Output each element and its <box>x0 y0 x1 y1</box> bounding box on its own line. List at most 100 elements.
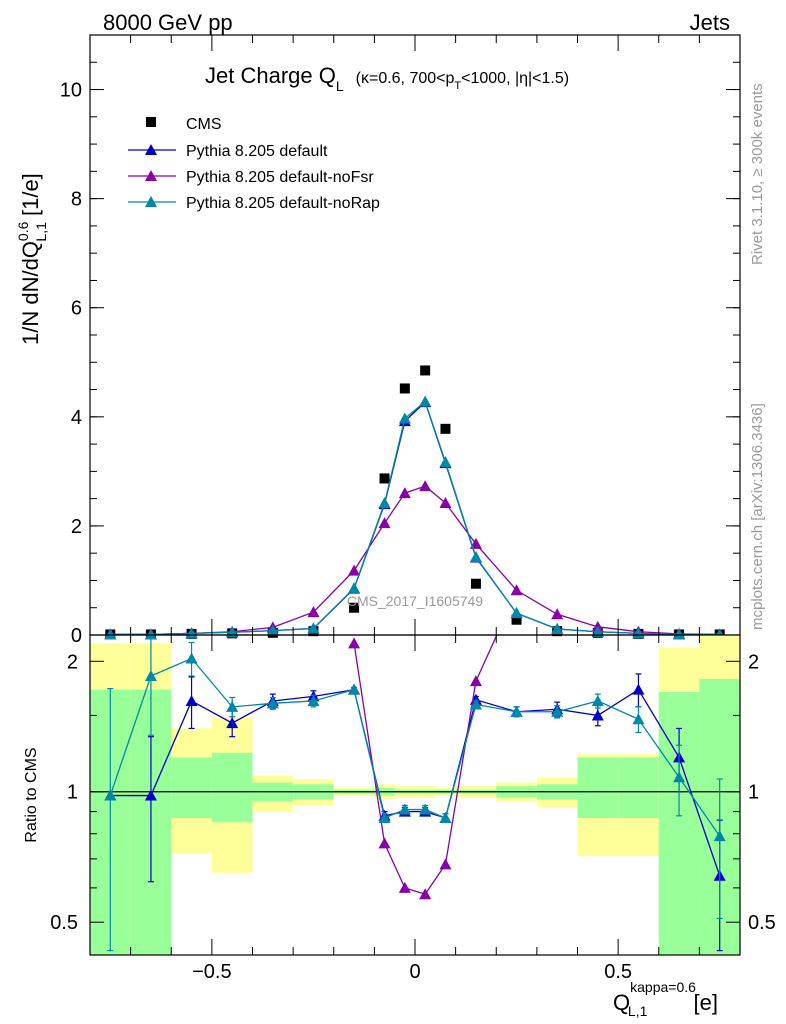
legend-marker-nofsr <box>145 170 157 181</box>
marker-norap <box>673 628 686 640</box>
ratio-y-axis: 0.5 0.5 1 1 2 2 <box>50 651 776 934</box>
jets-label: Jets <box>690 10 730 35</box>
ratio-tick-label: 2 <box>67 651 78 673</box>
ratio-marker-default <box>144 789 157 801</box>
ratio-marker-nofsr <box>348 637 361 649</box>
marker-norap <box>104 628 117 640</box>
y-tick-label: 2 <box>71 516 82 538</box>
ratio-bands <box>90 635 740 955</box>
ratio-tick-label-right: 1 <box>748 782 759 804</box>
legend-label-norap: Pythia 8.205 default-noRap <box>186 195 380 212</box>
ratio-marker-default <box>226 717 239 729</box>
ratio-tick-label: 0.5 <box>50 912 78 934</box>
y-tick-label: 6 <box>71 298 82 320</box>
ratio-line-norap <box>109 657 721 837</box>
uncertainty-band-green <box>618 757 659 818</box>
ratio-marker-norap <box>398 803 411 815</box>
marker-nofsr <box>348 564 361 576</box>
marker-norap <box>591 625 604 637</box>
ratio-marker-norap <box>632 713 645 725</box>
marker-norap <box>144 628 157 640</box>
legend-entry-nofsr: Pythia 8.205 default-noFsr <box>128 169 374 186</box>
cms-point <box>349 602 360 613</box>
marker-norap <box>185 627 198 639</box>
ratio-marker-norap <box>591 694 604 706</box>
ratio-marker-norap <box>266 697 279 709</box>
x-tick-label: 0.5 <box>604 961 632 983</box>
ratio-marker-nofsr <box>419 888 432 900</box>
marker-norap <box>551 623 564 634</box>
main-x-ticks <box>89 35 741 635</box>
cms-point <box>440 423 451 434</box>
line-nofsr <box>110 485 720 636</box>
y-tick-label: 4 <box>71 407 82 429</box>
uncertainty-band-green <box>171 757 212 818</box>
marker-norap <box>398 412 411 424</box>
marker-norap <box>348 582 361 594</box>
ratio-marker-norap <box>144 669 157 681</box>
ratio-marker-nofsr <box>398 881 411 893</box>
ratio-line-default <box>110 688 721 876</box>
marker-norap <box>378 497 391 508</box>
main-marks <box>104 365 726 640</box>
uncertainty-band-green <box>211 752 253 823</box>
legend-marker-cms <box>146 117 156 127</box>
ratio-tick-label: 1 <box>67 782 78 804</box>
y-tick-label: 10 <box>60 80 82 102</box>
marker-nofsr <box>510 584 523 596</box>
legend-marker-default <box>145 144 157 155</box>
marker-norap <box>419 395 432 407</box>
x-axis: −0.5 0 0.5 <box>89 635 741 983</box>
y-tick-label: 8 <box>71 189 82 211</box>
main-plot: 0 2 4 6 8 10 <box>60 34 741 647</box>
ratio-marker-norap <box>510 705 523 717</box>
legend: CMS Pythia 8.205 default Pythia 8.205 de… <box>128 116 380 212</box>
legend-marker-norap <box>145 196 157 207</box>
cms-point <box>511 614 522 625</box>
ratio-marker-norap <box>348 683 361 695</box>
marker-norap <box>510 607 523 619</box>
ratio-marker-norap <box>469 698 482 710</box>
cms-point <box>470 578 481 589</box>
marker-norap <box>307 622 320 634</box>
ratio-marker-nofsr <box>439 858 452 870</box>
marker-nofsr <box>419 480 432 492</box>
ratio-marker-default <box>591 709 604 721</box>
ratio-series-norap <box>104 635 726 952</box>
marker-nofsr <box>307 606 320 618</box>
ratio-marker-default <box>632 683 645 695</box>
legend-entry-norap: Pythia 8.205 default-noRap <box>128 195 380 212</box>
legend-label-cms: CMS <box>186 116 222 133</box>
ratio-marker-norap <box>307 694 320 706</box>
ratio-marker-norap <box>551 705 564 717</box>
ratio-marks <box>104 635 726 952</box>
ratio-plot: 0.5 0.5 1 1 2 2 −0.5 0 0.5 <box>50 634 776 983</box>
ratio-marker-norap <box>673 771 686 783</box>
legend-label-default: Pythia 8.205 default <box>186 143 328 160</box>
ratio-marker-default <box>185 694 198 706</box>
marker-norap <box>469 551 482 562</box>
ratio-y-label: Ratio to CMS <box>23 747 40 842</box>
legend-entry-default: Pythia 8.205 default <box>128 143 328 160</box>
x-axis-label: Qkappa=0.6 L,1 [e] <box>613 979 718 1019</box>
ratio-series-nofsr <box>348 635 498 900</box>
cms-point <box>420 365 431 376</box>
ratio-marker-norap <box>439 811 452 823</box>
ratio-marker-norap <box>185 652 198 664</box>
legend-entry-cms: CMS <box>146 116 222 133</box>
plot-title: Jet Charge QL (κ=0.6, 700<pT<1000, |η|<1.… <box>205 63 569 94</box>
marker-nofsr <box>439 497 452 508</box>
ratio-marker-norap <box>104 789 117 801</box>
energy-label: 8000 GeV pp <box>103 10 233 35</box>
x-tick-label: −0.5 <box>192 961 231 983</box>
ratio-marker-nofsr <box>469 675 482 687</box>
marker-norap <box>266 624 279 636</box>
marker-norap <box>439 456 452 468</box>
marker-norap <box>632 627 645 639</box>
main-y-axis: 0 2 4 6 8 10 <box>60 34 740 647</box>
y-axis-label: 1/N dN/dQ0.6 L,1 [1/e] <box>15 173 49 345</box>
rivet-label: Rivet 3.1.10, ≥ 300k events <box>749 83 766 265</box>
mcplots-label: mcplots.cern.ch [arXiv:1306.3436] <box>749 403 766 630</box>
uncertainty-band-green <box>577 757 619 818</box>
